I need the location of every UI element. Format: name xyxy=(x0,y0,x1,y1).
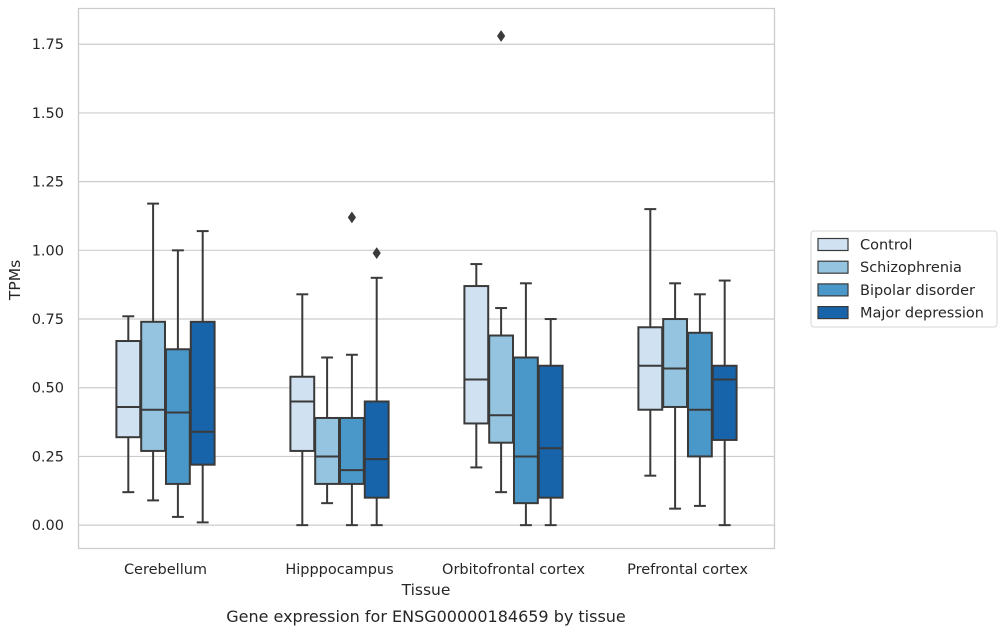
box-series xyxy=(115,30,738,527)
box-iqr xyxy=(363,400,390,499)
legend-swatch xyxy=(817,306,849,320)
box-iqr xyxy=(463,285,490,425)
y-axis-title: TPMs xyxy=(6,260,24,301)
box-iqr xyxy=(637,326,664,411)
box-iqr xyxy=(115,340,142,439)
y-tick-label: 1.00 xyxy=(32,243,64,259)
x-tick-label: Orbitofrontal cortex xyxy=(442,562,585,578)
x-tick-labels: Cerebellum Hipppocampus Orbitofrontal cort… xyxy=(124,562,748,578)
box-iqr xyxy=(686,331,713,458)
box-iqr xyxy=(711,364,738,441)
legend: Control Schizophrenia Bipolar disorder Majo… xyxy=(810,230,998,328)
box-iqr xyxy=(164,348,191,485)
x-tick-label: Hipppocampus xyxy=(285,562,393,578)
box-iqr xyxy=(314,416,341,485)
box-0-0 xyxy=(115,315,142,494)
y-tick-label: 0.75 xyxy=(32,312,64,328)
box-iqr xyxy=(289,375,316,452)
box-0-1 xyxy=(289,293,316,527)
y-tick-label: 1.75 xyxy=(32,37,64,53)
y-tick-labels: 0.00 0.25 0.50 0.75 1.00 1.25 1.50 1.75 xyxy=(32,37,64,534)
x-tick-label: Cerebellum xyxy=(124,562,207,578)
legend-frame xyxy=(810,230,998,328)
box-iqr xyxy=(189,320,216,466)
box-iqr xyxy=(140,320,167,452)
box-iqr xyxy=(512,356,539,505)
box-0-3 xyxy=(637,208,664,477)
x-tick-label: Prefrontal cortex xyxy=(627,562,748,578)
chart-title: Gene expression for ENSG00000184659 by t… xyxy=(226,607,626,626)
x-axis-title: Tissue xyxy=(401,581,451,599)
box-iqr xyxy=(338,416,365,485)
box-3-3 xyxy=(711,279,738,527)
legend-label: Bipolar disorder xyxy=(860,283,975,299)
box-1-2 xyxy=(488,30,515,494)
box-3-1 xyxy=(363,247,390,527)
box-2-3 xyxy=(686,293,713,507)
y-tick-label: 0.50 xyxy=(32,381,64,397)
box-iqr xyxy=(488,334,515,444)
outlier-marker xyxy=(496,30,506,42)
y-tick-label: 0.00 xyxy=(32,518,64,534)
box-1-1 xyxy=(314,356,341,505)
outlier-marker xyxy=(347,211,357,224)
legend-label: Major depression xyxy=(860,306,984,322)
box-3-2 xyxy=(537,318,564,527)
box-3-0 xyxy=(189,230,216,524)
box-iqr xyxy=(662,318,689,408)
y-tick-label: 0.25 xyxy=(32,449,64,465)
legend-swatch xyxy=(817,260,849,274)
legend-swatch xyxy=(817,283,849,297)
box-iqr xyxy=(537,364,564,499)
box-1-3 xyxy=(662,282,689,510)
box-0-2 xyxy=(463,263,490,469)
legend-label: Control xyxy=(860,238,912,254)
y-tick-label: 1.50 xyxy=(32,106,64,122)
outlier-marker xyxy=(372,247,381,259)
legend-swatch xyxy=(817,237,849,252)
box-2-1 xyxy=(338,211,365,527)
legend-label: Schizophrenia xyxy=(860,260,962,276)
box-2-0 xyxy=(164,249,191,518)
y-tick-label: 1.25 xyxy=(32,175,64,191)
